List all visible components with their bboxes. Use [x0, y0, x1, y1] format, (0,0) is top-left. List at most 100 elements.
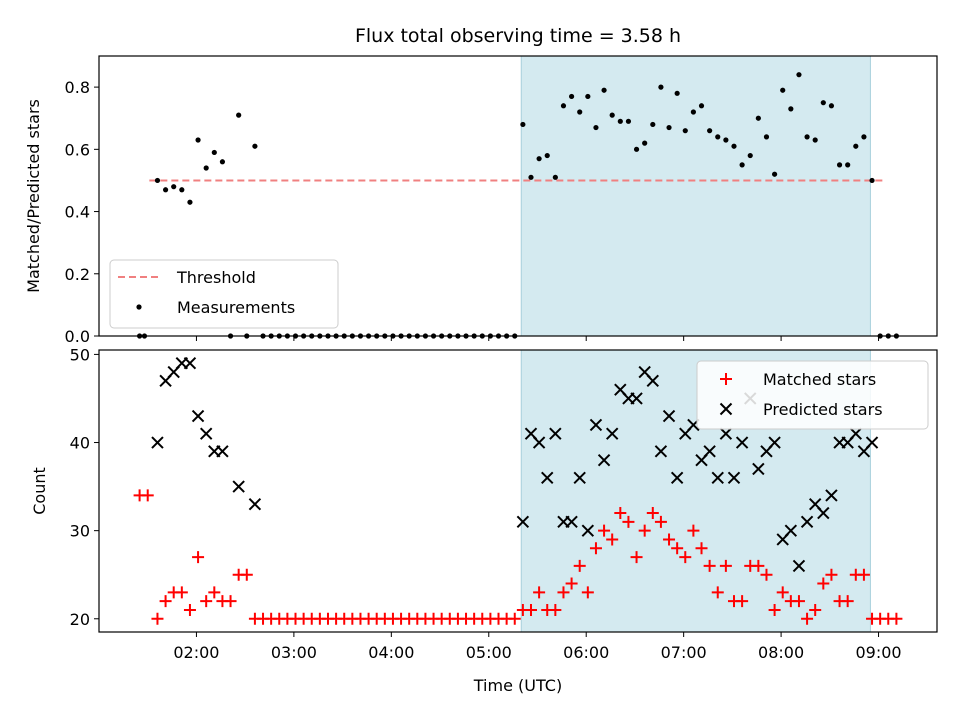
- matched-star-point: [752, 559, 765, 572]
- x-tick-label: 02:00: [173, 643, 219, 662]
- measurement-point: [219, 159, 226, 165]
- measurement-point: [723, 137, 729, 143]
- matched-star-point: [192, 551, 205, 564]
- predicted-star-point: [849, 427, 863, 440]
- measurement-point: [585, 93, 591, 100]
- predicted-star-point: [752, 462, 765, 476]
- predicted-star-point: [768, 436, 781, 449]
- measurement-point: [650, 121, 656, 128]
- predicted-star-point: [565, 515, 578, 529]
- measurement-point: [747, 152, 753, 159]
- predicted-star-point: [605, 427, 619, 440]
- predicted-star-point: [735, 436, 749, 449]
- predicted-star-point: [191, 409, 205, 423]
- legend-predicted-swatch: [719, 402, 733, 416]
- legend-measurements-label: Measurements: [177, 298, 295, 317]
- measurement-point: [690, 109, 696, 115]
- measurement-point: [171, 184, 177, 190]
- matched-star-point: [703, 559, 716, 572]
- matched-star-point: [508, 612, 521, 625]
- bottom-axes-frame: [98, 349, 938, 633]
- measurement-point: [763, 134, 770, 140]
- predicted-star-point: [581, 524, 595, 537]
- measurement-point: [601, 87, 607, 93]
- matched-star-point: [654, 515, 667, 528]
- predicted-star-point: [784, 524, 798, 537]
- measurement-point: [853, 143, 859, 149]
- predicted-star-point: [670, 471, 684, 484]
- matched-star-point: [240, 568, 253, 581]
- measurement-point: [642, 140, 648, 146]
- matched-star-point: [736, 595, 749, 608]
- matched-star-point: [622, 515, 635, 528]
- matched-star-point: [598, 524, 611, 537]
- top-axes-frame: [98, 55, 938, 337]
- top-y-tick-label: 0.8: [65, 78, 90, 97]
- matched-star-point: [175, 586, 188, 599]
- top-y-tick-label: 0.2: [65, 265, 90, 284]
- measurement-point: [771, 171, 778, 177]
- legend-predicted-label: Predicted stars: [763, 400, 883, 419]
- matched-star-point: [663, 533, 676, 546]
- matched-star-point: [792, 595, 805, 608]
- predicted-star-point: [654, 445, 668, 458]
- matched-star-point: [760, 568, 773, 581]
- measurement-point: [187, 199, 193, 205]
- matched-star-point: [581, 586, 594, 599]
- matched-star-point: [687, 524, 700, 537]
- matched-star-point: [589, 542, 602, 555]
- matched-star-point: [630, 551, 643, 564]
- matched-star-point: [533, 586, 546, 599]
- measurement-point: [812, 137, 818, 143]
- predicted-star-point: [232, 480, 245, 493]
- predicted-star-point: [792, 559, 806, 573]
- predicted-star-point: [183, 357, 197, 370]
- predicted-star-point: [216, 445, 229, 458]
- predicted-star-point: [151, 436, 164, 449]
- matched-star-point: [224, 595, 237, 608]
- measurement-point: [568, 93, 575, 100]
- measurement-point: [617, 118, 623, 124]
- predicted-star-point: [646, 374, 660, 388]
- measurement-point: [154, 177, 161, 184]
- legend-threshold-label: Threshold: [176, 268, 256, 287]
- measurement-point: [707, 128, 713, 134]
- predicted-star-point: [199, 427, 213, 440]
- predicted-star-point: [719, 427, 733, 440]
- predicted-star-point: [532, 436, 546, 449]
- measurement-point: [560, 103, 567, 109]
- measurement-point: [739, 162, 745, 168]
- predicted-star-point: [703, 445, 716, 458]
- x-tick-label: 07:00: [661, 643, 707, 662]
- predicted-star-point: [662, 409, 676, 423]
- matched-star-point: [719, 559, 732, 572]
- predicted-star-point: [630, 392, 643, 405]
- matched-star-point: [565, 577, 578, 590]
- predicted-star-point: [817, 506, 830, 520]
- matched-star-point: [776, 586, 789, 599]
- matched-star-point: [768, 603, 781, 616]
- matched-star-point: [638, 524, 651, 537]
- measurement-point: [869, 177, 875, 184]
- predicted-star-point: [865, 436, 879, 449]
- measurement-point: [179, 187, 185, 193]
- matched-star-point: [557, 586, 570, 599]
- predicted-star-point: [573, 471, 586, 484]
- bottom-panel: 20 30 40 50 02:00 03:00 04:00 05:00 06:00 07:00 08…: [30, 345, 938, 695]
- bottom-legend: Matched stars Predicted stars: [696, 360, 929, 430]
- predicted-star-point: [248, 498, 262, 511]
- predicted-star-point: [549, 427, 562, 440]
- measurement-point: [836, 162, 843, 168]
- predicted-star-point: [727, 471, 741, 484]
- bottom-y-tick-label: 50: [70, 345, 90, 364]
- matched-star-point: [151, 612, 164, 625]
- matched-star-point: [141, 489, 154, 502]
- matched-star-point: [679, 551, 692, 564]
- top-shaded-region: [520, 55, 871, 337]
- measurement-point: [195, 137, 201, 143]
- matched-star-point: [159, 595, 172, 608]
- measurement-point: [162, 187, 169, 193]
- measurement-point: [861, 134, 867, 140]
